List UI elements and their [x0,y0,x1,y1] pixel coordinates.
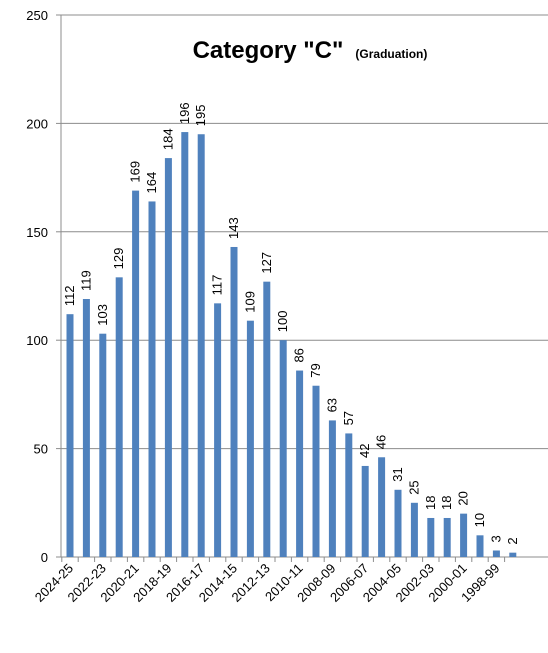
bar [378,457,386,557]
bar [492,550,500,557]
y-tick-labels: 0 50 100 150 200 250 [26,8,48,565]
bar [82,299,90,557]
bar [312,385,320,557]
data-label: 57 [341,411,356,425]
data-label: 103 [95,304,110,326]
bar [394,489,402,557]
data-label: 20 [456,491,471,505]
data-label: 100 [275,310,290,332]
data-label: 143 [226,217,241,239]
data-label: 112 [62,285,77,306]
data-label: 42 [357,443,372,457]
bar [410,502,418,557]
bar [66,314,74,557]
data-label: 129 [111,248,126,270]
data-label: 119 [78,270,93,291]
data-label: 79 [308,363,323,377]
data-label: 109 [242,291,257,313]
bars [66,132,517,558]
data-label: 18 [423,496,438,510]
bar [132,190,140,557]
data-label: 164 [144,172,159,194]
bar [476,535,484,557]
y-tick-label: 250 [26,8,48,23]
y-tick-label: 50 [34,442,48,457]
data-label: 31 [390,467,405,481]
data-label: 18 [439,496,454,510]
data-label: 127 [259,252,274,274]
bar [197,134,205,558]
data-label: 117 [210,275,225,296]
bar [279,340,287,557]
data-label: 196 [177,102,192,124]
y-tick-label: 200 [26,116,48,131]
bar [296,370,304,557]
y-tick-label: 100 [26,333,48,348]
chart-title-subtitle: (Graduation) [355,47,427,61]
bar [214,303,222,557]
chart-title: Category "C" (Graduation) [193,37,428,64]
bar [328,420,336,557]
data-label: 63 [324,398,339,412]
data-label: 169 [128,161,143,183]
bar [443,517,451,557]
data-label: 10 [472,513,487,527]
x-tick-labels: 2024-252022-232020-212018-192016-172014-… [32,557,506,605]
y-tick-label: 150 [26,225,48,240]
data-label: 184 [160,128,175,150]
data-label: 3 [488,535,503,542]
bar [345,433,353,557]
bar [427,517,435,557]
bar [246,320,254,557]
data-label: 195 [193,105,208,127]
data-label: 2 [505,537,520,544]
bar [509,552,517,557]
y-tick-label: 0 [41,550,48,565]
data-label: 25 [406,480,421,494]
data-label: 46 [374,435,389,449]
bar [361,465,369,557]
bar [99,333,107,557]
bar [263,281,271,557]
bar [181,132,189,557]
bar [148,201,156,557]
gridlines [56,14,548,558]
bar [115,277,123,557]
bar [230,246,238,557]
data-label: 86 [292,348,307,362]
chart-title-main: Category "C" [193,37,344,64]
bar [460,513,468,557]
bar [164,158,172,557]
